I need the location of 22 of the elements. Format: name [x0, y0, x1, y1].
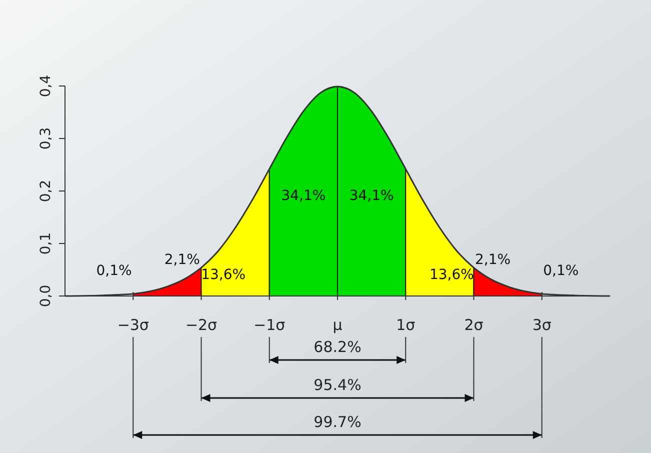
annotation: 2,1% — [475, 252, 511, 268]
text: 99.7% — [314, 413, 362, 431]
annotation: 34,1% — [281, 188, 326, 204]
y-tick-label: 0,2 — [38, 180, 54, 202]
y-tick-label: 0,0 — [38, 284, 54, 308]
annotation: 34,1% — [349, 188, 394, 204]
annotation: 0,1% — [543, 263, 579, 279]
x-tick-label: 2σ — [464, 316, 484, 334]
text: 68.2% — [314, 338, 362, 356]
y-tick-label: 0,3 — [38, 127, 54, 150]
y-tick-label: 0,4 — [38, 74, 54, 98]
x-tick-label: 3σ — [532, 316, 552, 334]
x-tick-label: 1σ — [396, 316, 416, 334]
text: 95.4% — [314, 376, 362, 394]
x-tick-label: −3σ — [117, 316, 150, 334]
x-tick-label: −2σ — [185, 316, 218, 334]
x-tick-label: −1σ — [254, 316, 286, 334]
annotation: 0,1% — [96, 263, 132, 279]
annotation: 13,6% — [201, 267, 246, 283]
x-tick-label: μ — [332, 316, 343, 334]
y-tick-label: 0,1 — [38, 232, 54, 255]
annotation: 2,1% — [164, 252, 200, 268]
